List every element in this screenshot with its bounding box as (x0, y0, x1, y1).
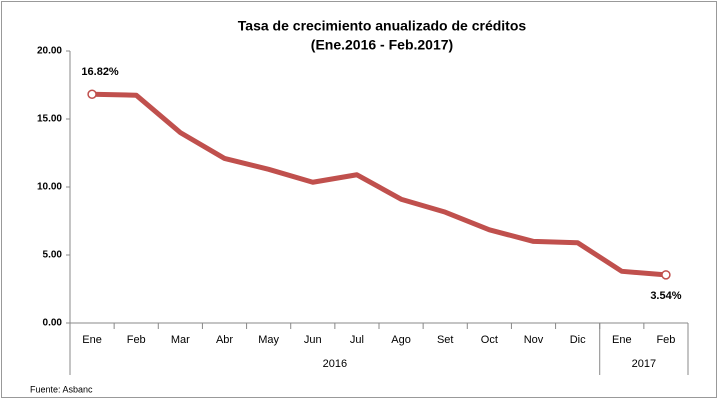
y-tick-label: 0.00 (43, 318, 63, 329)
data-label: 16.82% (81, 66, 119, 78)
x-tick-label: Abr (216, 334, 233, 346)
x-tick-label: Ago (391, 334, 411, 346)
y-tick-label: 5.00 (43, 250, 63, 261)
chart-border (1, 1, 717, 398)
x-tick-label: Jul (350, 334, 364, 346)
x-tick-label: Mar (171, 334, 190, 346)
x-tick-label: Ene (612, 334, 632, 346)
point-marker (87, 89, 97, 99)
x-tick-label: May (258, 334, 279, 346)
point-marker (661, 270, 671, 280)
x-group-label: 2016 (323, 358, 347, 370)
x-tick-label: Jun (304, 334, 322, 346)
chart-title: Tasa de crecimiento anualizado de crédit… (238, 18, 527, 34)
x-tick-label: Set (437, 334, 454, 346)
x-tick-label: Dic (570, 334, 586, 346)
x-tick-label: Feb (127, 334, 146, 346)
chart-subtitle: (Ene.2016 - Feb.2017) (311, 37, 453, 53)
line (89, 91, 669, 278)
y-tick-label: 10.00 (37, 182, 62, 193)
x-group-label: 2017 (632, 358, 656, 370)
x-tick-label: Nov (524, 334, 544, 346)
x-tick-label: Ene (82, 334, 102, 346)
source: Fuente: Asbanc (30, 384, 93, 394)
x-tick-label: Oct (481, 334, 498, 346)
y-tick-label: 15.00 (37, 114, 62, 125)
data-label: 3.54% (650, 290, 681, 302)
y-tick-label: 20.00 (37, 46, 62, 57)
x-tick-label: Feb (656, 334, 675, 346)
